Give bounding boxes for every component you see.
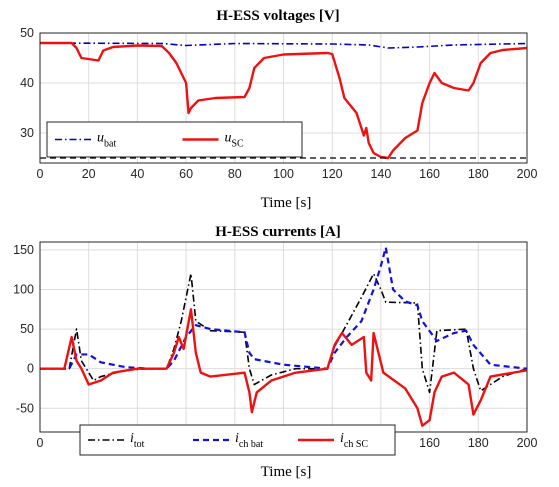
y-tick-label: -50: [16, 401, 34, 415]
x-tick-label: 200: [517, 436, 538, 450]
x-tick-label: 60: [179, 167, 193, 181]
y-tick-label: 50: [20, 322, 34, 336]
x-tick-label: 0: [37, 436, 44, 450]
series-line-u-sc: [40, 41, 527, 160]
voltage-chart-title: H-ESS voltages [V]: [216, 8, 339, 24]
voltage-chart-y-ticks: 30 40 50: [20, 26, 34, 140]
legend-label: ich bat: [235, 431, 263, 450]
y-tick-label: 0: [27, 362, 34, 376]
x-tick-label: 0: [37, 167, 44, 181]
legend-box: [46, 121, 303, 158]
x-tick-label: 120: [322, 167, 343, 181]
legend-label-main: i: [130, 431, 134, 446]
legend-label-sub: tot: [134, 439, 145, 450]
x-tick-label: 100: [273, 167, 294, 181]
current-chart-x-label: Time [s]: [261, 464, 312, 480]
legend-label-main: u: [225, 131, 232, 146]
x-tick-label: 180: [468, 436, 489, 450]
x-tick-label: 160: [419, 167, 440, 181]
current-chart-legend: itot ich bat ich SC: [79, 424, 396, 456]
series-line-u-bat: [40, 42, 527, 49]
y-tick-label: 40: [20, 76, 34, 90]
legend-label: ubat: [97, 131, 116, 150]
x-tick-label: 200: [517, 167, 538, 181]
legend-box: [79, 424, 396, 456]
legend-label: ich SC: [340, 431, 368, 450]
voltage-chart: H-ESS voltages [V] 0 20 40 60 80 100 120 140 160…: [20, 8, 537, 211]
legend-label-sub: bat: [104, 139, 116, 150]
legend-label-sub: ch bat: [239, 439, 263, 450]
legend-label-sub: SC: [232, 139, 245, 150]
current-chart: H-ESS currents [A] 020406080100120140160…: [13, 224, 537, 480]
voltage-chart-x-ticks: 0 20 40 60 80 100 120 140 160 180 200: [37, 167, 538, 181]
voltage-chart-series: [40, 41, 527, 160]
voltage-chart-x-label: Time [s]: [261, 195, 312, 211]
legend-label-sub: ch SC: [344, 439, 369, 450]
x-tick-label: 140: [370, 167, 391, 181]
x-tick-label: 20: [82, 167, 96, 181]
legend-label-main: i: [235, 431, 239, 446]
y-tick-label: 30: [20, 126, 34, 140]
y-tick-label: 50: [20, 26, 34, 40]
series-line-i-ch-sc: [40, 308, 527, 427]
legend-label-main: i: [340, 431, 344, 446]
y-tick-label: 150: [13, 243, 34, 257]
y-tick-label: 100: [13, 283, 34, 297]
legend-label-main: u: [97, 131, 104, 146]
x-tick-label: 160: [419, 436, 440, 450]
voltage-chart-legend: ubat uSC: [46, 121, 303, 158]
current-chart-grid: [39, 242, 528, 432]
x-tick-label: 80: [228, 167, 242, 181]
x-tick-label: 180: [468, 167, 489, 181]
voltage-chart-frame: [39, 32, 528, 164]
legend-label: uSC: [225, 131, 245, 150]
current-chart-series: [40, 246, 527, 427]
current-chart-title: H-ESS currents [A]: [215, 224, 341, 240]
current-chart-y-ticks: -50 0 50 100 150: [13, 243, 34, 415]
x-tick-label: 40: [130, 167, 144, 181]
legend-label: itot: [130, 431, 145, 450]
